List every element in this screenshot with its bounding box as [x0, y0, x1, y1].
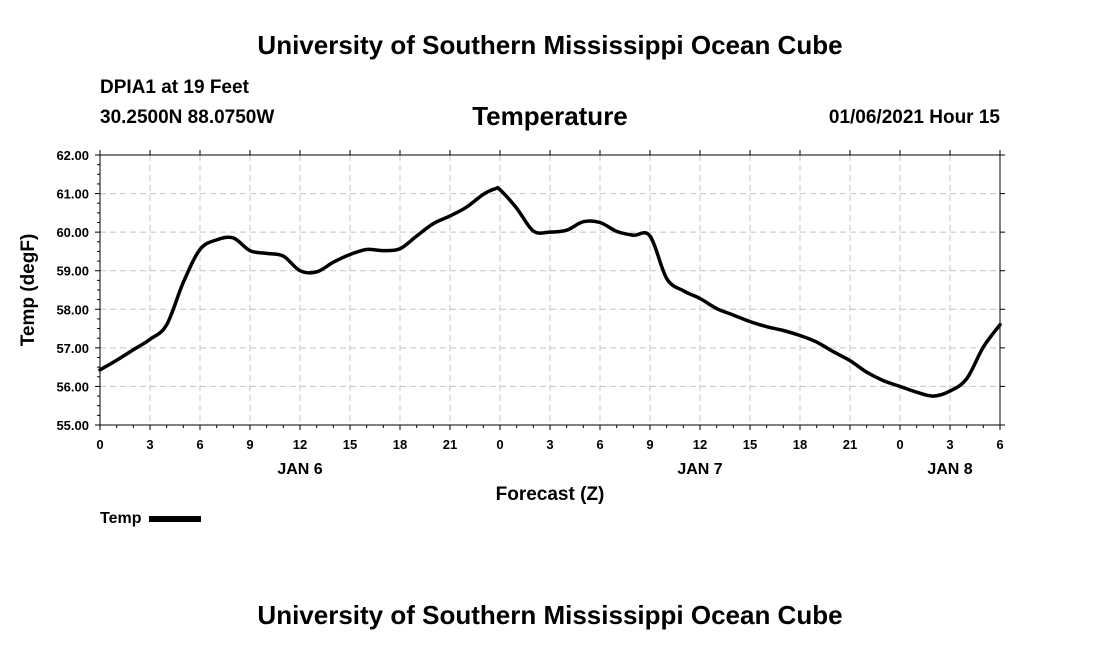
- x-tick-label: 6: [196, 437, 203, 452]
- x-tick-label: 21: [443, 437, 457, 452]
- x-tick-label: 15: [343, 437, 357, 452]
- x-tick-label: 0: [96, 437, 103, 452]
- x-day-label: JAN 7: [677, 461, 722, 478]
- x-tick-label: 9: [646, 437, 653, 452]
- y-tick-label: 60.00: [56, 225, 89, 240]
- y-tick-label: 56.00: [56, 379, 89, 394]
- x-day-label: JAN 6: [277, 461, 322, 478]
- legend: Temp: [100, 510, 202, 528]
- x-tick-label: 18: [793, 437, 807, 452]
- y-tick-label: 62.00: [56, 148, 89, 163]
- chart-title-top: University of Southern Mississippi Ocean…: [257, 30, 843, 60]
- x-tick-label: 12: [693, 437, 707, 452]
- grid-lines: [100, 155, 1000, 425]
- y-axis-label: Temp (degF): [18, 234, 39, 347]
- x-tick-label: 0: [896, 437, 903, 452]
- legend-label: Temp: [100, 510, 142, 527]
- legend-line-swatch: [149, 516, 202, 522]
- series-line-temp: [98, 185, 1002, 398]
- x-axis-label: Forecast (Z): [496, 484, 605, 505]
- y-tick-label: 57.00: [56, 341, 89, 356]
- x-tick-label: 12: [293, 437, 307, 452]
- x-tick-label: 6: [996, 437, 1003, 452]
- y-tick-label: 58.00: [56, 302, 89, 317]
- x-tick-label: 21: [843, 437, 857, 452]
- coordinates-label: 30.2500N 88.0750W: [100, 107, 275, 128]
- x-day-label: JAN 8: [927, 461, 972, 478]
- x-tick-label: 15: [743, 437, 757, 452]
- forecast-datetime: 01/06/2021 Hour 15: [828, 107, 1000, 128]
- y-tick-label: 59.00: [56, 264, 89, 279]
- x-tick-label: 9: [246, 437, 253, 452]
- chart-title-bottom: University of Southern Mississippi Ocean…: [257, 600, 843, 630]
- x-tick-label: 3: [146, 437, 153, 452]
- y-tick-label: 61.00: [56, 187, 89, 202]
- station-label: DPIA1 at 19 Feet: [100, 77, 249, 98]
- x-tick-label: 6: [596, 437, 603, 452]
- parameter-title: Temperature: [472, 101, 628, 131]
- x-tick-label: 3: [946, 437, 953, 452]
- y-tick-label: 55.00: [56, 418, 89, 433]
- x-tick-label: 0: [496, 437, 503, 452]
- axis-ticks: 55.00 56.00 57.00 58.00 59.00 60.00 61.00 62.00…: [56, 148, 1005, 478]
- series-layer: [98, 185, 1002, 398]
- x-tick-label: 18: [393, 437, 407, 452]
- x-tick-label: 3: [546, 437, 553, 452]
